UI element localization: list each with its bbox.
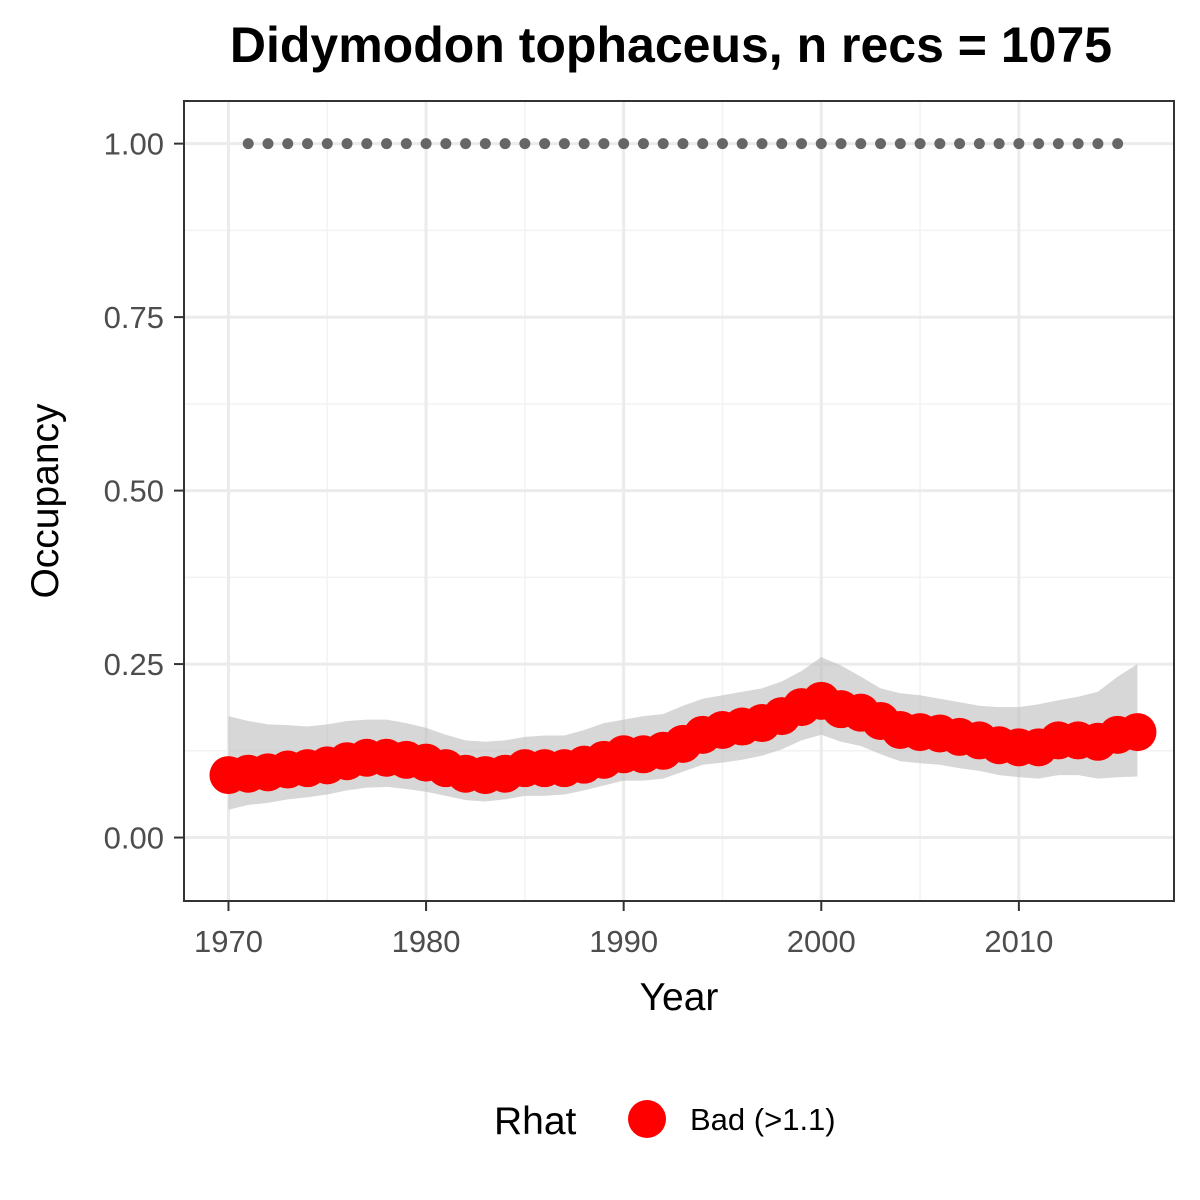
x-tick-label: 1970: [194, 924, 263, 959]
rhat-point-1980: [420, 138, 432, 150]
legend-entry-bad: Bad (>1.1): [690, 1102, 836, 1137]
x-tick-label: 1990: [589, 924, 658, 959]
rhat-point-1992: [657, 138, 669, 150]
rhat-point-1988: [578, 138, 590, 150]
rhat-point-2006: [934, 138, 946, 150]
y-tick-label: 0.50: [104, 474, 164, 509]
rhat-point-1974: [302, 138, 314, 150]
rhat-point-1991: [637, 138, 649, 150]
rhat-point-1979: [400, 138, 412, 150]
rhat-point-1976: [341, 138, 353, 150]
rhat-point-1999: [796, 138, 808, 150]
rhat-point-1997: [756, 138, 768, 150]
rhat-point-1982: [460, 138, 472, 150]
rhat-point-1985: [519, 138, 531, 150]
rhat-point-1984: [499, 138, 511, 150]
rhat-point-1978: [381, 138, 393, 150]
y-axis-ticks: 0.00 0.25 0.50 0.75 1.00: [104, 127, 184, 856]
rhat-point-1973: [282, 138, 294, 150]
rhat-point-2008: [973, 138, 985, 150]
plot-panel-border: [183, 100, 1175, 902]
x-tick-label: 2000: [787, 924, 856, 959]
rhat-point-2004: [894, 138, 906, 150]
rhat-point-1975: [321, 138, 333, 150]
rhat-point-1993: [677, 138, 689, 150]
rhat-point-2009: [993, 138, 1005, 150]
y-tick-label: 1.00: [104, 127, 164, 162]
legend-title: Rhat: [494, 1100, 577, 1143]
rhat-point-2002: [855, 138, 867, 150]
x-tick-label: 1980: [392, 924, 461, 959]
y-tick-label: 0.25: [104, 647, 164, 682]
rhat-point-2000: [815, 138, 827, 150]
rhat-point-2003: [875, 138, 887, 150]
rhat-point-1989: [598, 138, 610, 150]
y-tick-label: 0.00: [104, 821, 164, 856]
rhat-point-2010: [1013, 138, 1025, 150]
rhat-point-1983: [479, 138, 491, 150]
rhat-point-2012: [1052, 138, 1064, 150]
rhat-point-1994: [697, 138, 709, 150]
rhat-point-1986: [539, 138, 551, 150]
rhat-point-2007: [954, 138, 966, 150]
y-tick-label: 0.75: [104, 300, 164, 335]
rhat-point-2001: [835, 138, 847, 150]
x-tick-label: 2010: [984, 924, 1053, 959]
rhat-point-1971: [242, 138, 254, 150]
x-axis-label: Year: [640, 976, 719, 1019]
rhat-point-1981: [440, 138, 452, 150]
legend: Rhat Bad (>1.1): [494, 1100, 836, 1143]
rhat-point-1998: [776, 138, 788, 150]
rhat-point-2013: [1072, 138, 1084, 150]
rhat-point-1995: [716, 138, 728, 150]
estimate-point-2016: [1118, 713, 1157, 752]
rhat-point-2005: [914, 138, 926, 150]
rhat-point-2015: [1112, 138, 1124, 150]
occupancy-estimate-points: [209, 681, 1157, 795]
rhat-point-2011: [1033, 138, 1045, 150]
legend-key-bad: [628, 1100, 666, 1138]
rhat-point-1977: [361, 138, 373, 150]
rhat-point-1972: [262, 138, 274, 150]
chart-title: Didymodon tophaceus, n recs = 1075: [230, 17, 1112, 73]
y-axis-label: Occupancy: [24, 403, 67, 599]
rhat-point-1996: [736, 138, 748, 150]
rhat-point-2014: [1092, 138, 1104, 150]
rhat-point-1987: [558, 138, 570, 150]
rhat-reference-points: [242, 138, 1124, 150]
x-axis-ticks: 1970 1980 1990 2000 2010: [194, 901, 1053, 959]
rhat-point-1990: [618, 138, 630, 150]
